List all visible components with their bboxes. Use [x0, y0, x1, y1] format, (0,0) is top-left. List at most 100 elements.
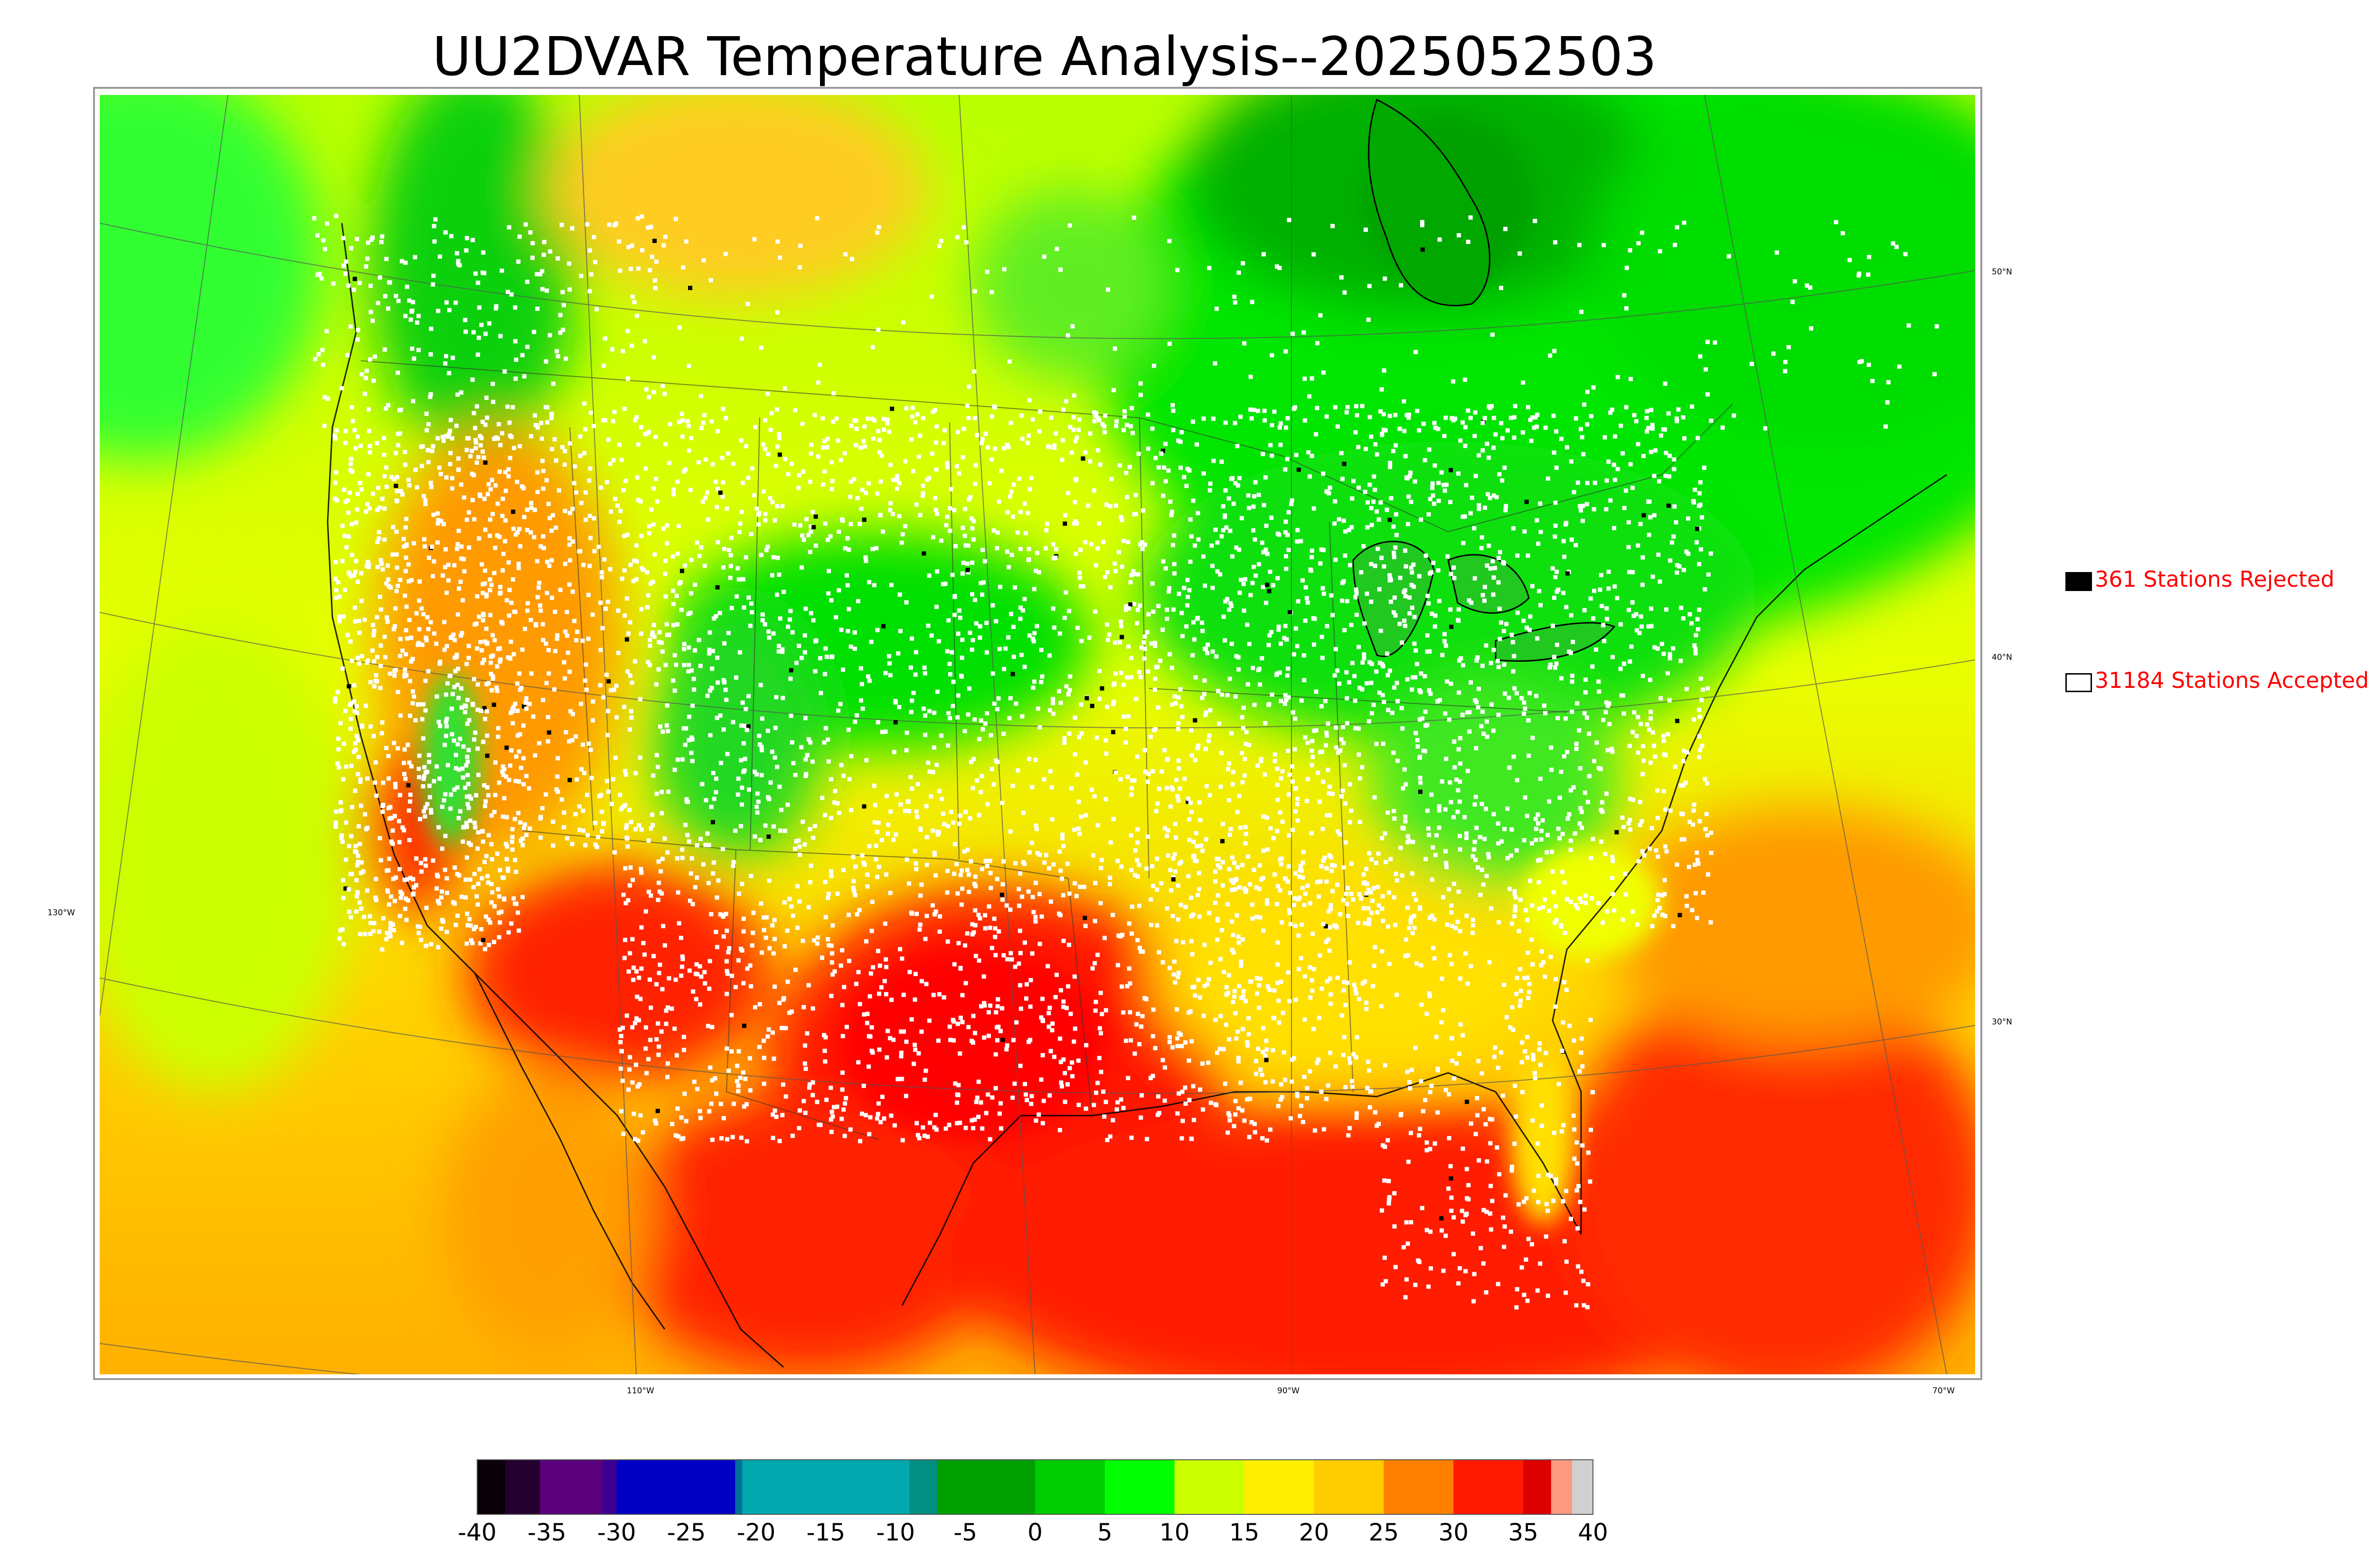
station-marker: [966, 1025, 971, 1029]
station-marker: [347, 684, 351, 689]
station-marker: [1582, 711, 1587, 715]
station-marker: [444, 891, 449, 895]
station-marker: [1428, 497, 1432, 501]
station-marker: [655, 1108, 660, 1113]
station-marker: [452, 738, 456, 743]
station-marker: [970, 516, 974, 521]
station-marker: [882, 427, 886, 432]
station-marker: [596, 545, 601, 549]
station-marker: [835, 1104, 839, 1109]
station-marker: [1451, 882, 1456, 886]
station-marker: [392, 673, 397, 678]
station-marker: [1128, 602, 1133, 607]
station-marker: [689, 558, 694, 563]
station-marker: [1344, 892, 1349, 896]
station-marker: [623, 772, 628, 777]
station-marker: [1156, 465, 1161, 470]
station-marker: [625, 844, 630, 849]
station-marker: [623, 938, 628, 942]
station-marker: [1305, 1086, 1309, 1090]
station-marker: [721, 480, 725, 485]
station-marker: [1168, 652, 1172, 657]
station-marker: [1395, 759, 1400, 763]
station-marker: [804, 517, 809, 522]
station-marker: [459, 633, 463, 638]
station-marker: [676, 524, 681, 528]
station-marker: [1303, 892, 1308, 896]
station-marker: [1612, 584, 1617, 589]
station-marker: [438, 659, 443, 664]
station-marker: [1686, 864, 1691, 869]
station-marker: [825, 445, 829, 450]
station-marker: [1599, 573, 1603, 577]
station-marker: [904, 748, 909, 752]
station-marker: [965, 404, 970, 408]
station-marker: [565, 650, 570, 655]
station-marker: [1240, 937, 1245, 942]
station-marker: [809, 529, 813, 534]
station-marker: [409, 636, 414, 640]
station-marker: [1203, 747, 1208, 751]
station-marker: [862, 863, 867, 867]
station-marker: [1321, 859, 1326, 863]
station-marker: [698, 1002, 703, 1007]
station-marker: [467, 510, 471, 515]
station-marker: [565, 836, 570, 841]
station-marker: [1162, 1065, 1167, 1070]
station-marker: [1272, 988, 1277, 993]
station-marker: [1385, 651, 1390, 656]
station-marker: [721, 914, 725, 919]
station-marker: [1476, 865, 1480, 870]
station-marker: [1230, 919, 1234, 924]
station-marker: [475, 594, 480, 599]
station-marker: [966, 416, 971, 421]
station-marker: [349, 461, 353, 466]
station-marker: [1103, 738, 1108, 743]
station-marker: [904, 406, 909, 411]
station-marker: [400, 825, 405, 830]
station-marker: [509, 921, 514, 926]
station-marker: [648, 1038, 653, 1042]
station-marker: [970, 638, 975, 642]
station-marker: [400, 648, 405, 653]
station-marker: [995, 760, 1000, 764]
station-marker: [1190, 952, 1195, 957]
station-marker: [1368, 890, 1373, 894]
station-marker: [618, 1066, 623, 1071]
station-marker: [1584, 502, 1589, 507]
station-marker: [380, 567, 385, 572]
station-marker: [517, 527, 522, 531]
station-marker: [1397, 621, 1402, 626]
station-marker: [496, 647, 501, 651]
station-marker: [808, 550, 812, 554]
station-marker: [1168, 499, 1173, 504]
coastline-outline: [327, 223, 1947, 1368]
station-marker: [498, 659, 502, 664]
station-marker: [545, 420, 550, 425]
station-marker: [746, 595, 751, 600]
station-marker: [1693, 891, 1698, 896]
station-marker: [1367, 1068, 1372, 1073]
station-marker: [1011, 625, 1016, 629]
station-marker: [391, 922, 396, 927]
station-marker: [1630, 600, 1635, 605]
station-marker: [1513, 908, 1517, 913]
station-marker: [435, 521, 440, 526]
station-marker: [1224, 985, 1229, 989]
station-marker: [1432, 421, 1437, 425]
station-marker: [459, 544, 464, 549]
station-marker: [622, 956, 627, 960]
station-marker: [477, 492, 482, 497]
station-marker: [1570, 709, 1574, 714]
station-marker: [760, 612, 765, 617]
station-marker: [1139, 645, 1144, 650]
station-marker: [1666, 732, 1670, 737]
station-marker: [1265, 815, 1270, 820]
station-marker: [648, 638, 652, 642]
station-marker: [679, 412, 684, 416]
station-marker: [809, 524, 813, 529]
station-marker: [1456, 889, 1461, 894]
station-marker: [1113, 569, 1118, 573]
station-marker: [1551, 890, 1556, 894]
station-marker: [1044, 853, 1048, 857]
